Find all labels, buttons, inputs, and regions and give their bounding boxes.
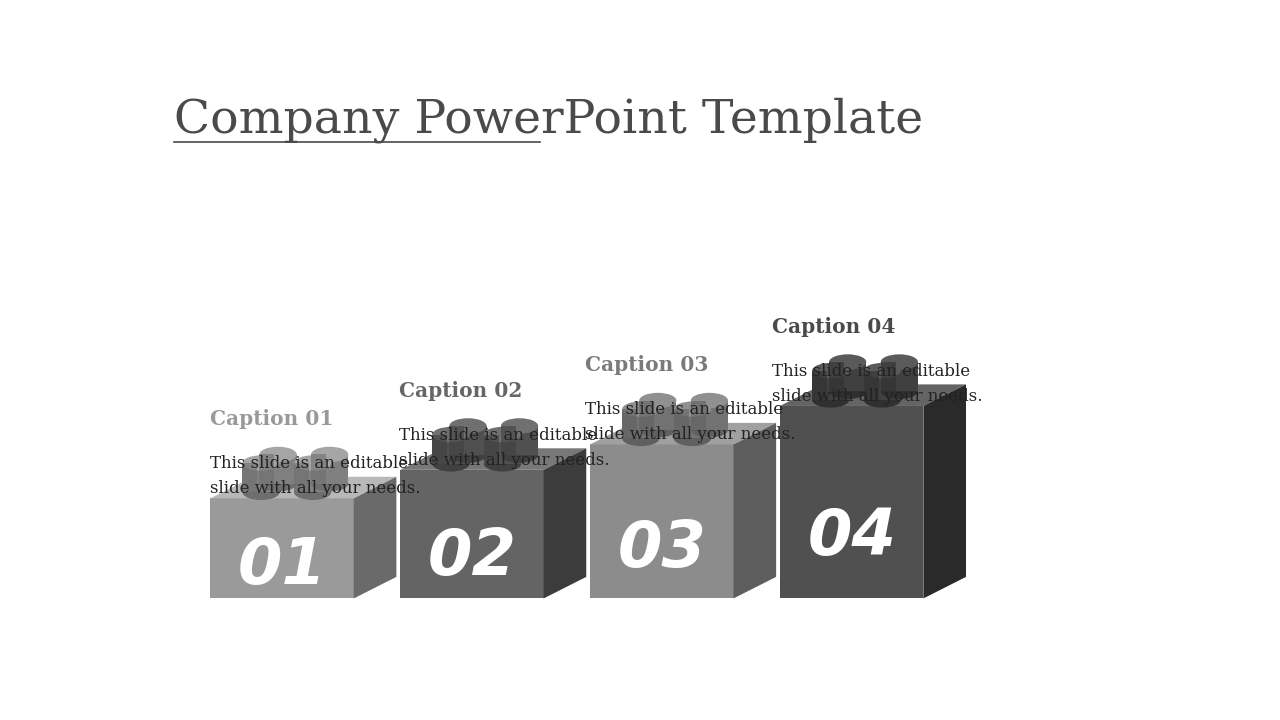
Ellipse shape <box>639 422 676 438</box>
Ellipse shape <box>242 485 279 500</box>
Polygon shape <box>433 435 470 464</box>
Polygon shape <box>260 454 274 484</box>
Polygon shape <box>401 470 544 598</box>
Ellipse shape <box>829 384 867 399</box>
Polygon shape <box>829 362 844 391</box>
Text: Caption 03: Caption 03 <box>585 355 708 375</box>
Text: Caption 01: Caption 01 <box>210 409 334 429</box>
Polygon shape <box>780 384 966 406</box>
Polygon shape <box>500 426 538 455</box>
Polygon shape <box>311 454 348 484</box>
Ellipse shape <box>500 448 538 463</box>
Ellipse shape <box>433 427 470 442</box>
Ellipse shape <box>260 476 297 491</box>
Polygon shape <box>242 463 257 492</box>
Polygon shape <box>401 449 586 470</box>
Polygon shape <box>691 400 705 430</box>
Text: 02: 02 <box>428 526 516 588</box>
Text: This slide is an editable
slide with all your needs.: This slide is an editable slide with all… <box>398 427 609 469</box>
Polygon shape <box>639 400 676 430</box>
Ellipse shape <box>812 392 849 408</box>
Polygon shape <box>500 426 516 455</box>
Polygon shape <box>544 449 586 598</box>
Polygon shape <box>829 362 867 391</box>
Polygon shape <box>353 477 397 598</box>
Polygon shape <box>864 371 878 400</box>
Ellipse shape <box>449 448 486 463</box>
Ellipse shape <box>881 384 918 399</box>
Ellipse shape <box>864 392 901 408</box>
Ellipse shape <box>691 422 728 438</box>
Polygon shape <box>639 400 654 430</box>
Ellipse shape <box>673 431 710 446</box>
Polygon shape <box>210 477 397 498</box>
Ellipse shape <box>433 456 470 472</box>
Text: 04: 04 <box>808 506 896 568</box>
Ellipse shape <box>622 431 659 446</box>
Ellipse shape <box>311 446 348 462</box>
Polygon shape <box>812 371 827 400</box>
Ellipse shape <box>622 402 659 417</box>
Text: Company PowerPoint Template: Company PowerPoint Template <box>174 97 923 143</box>
Text: This slide is an editable
slide with all your needs.: This slide is an editable slide with all… <box>585 401 795 443</box>
Ellipse shape <box>260 446 297 462</box>
Polygon shape <box>622 409 637 438</box>
Polygon shape <box>691 400 728 430</box>
Ellipse shape <box>294 485 332 500</box>
Polygon shape <box>864 371 901 400</box>
Ellipse shape <box>311 476 348 491</box>
Polygon shape <box>673 409 710 438</box>
Polygon shape <box>294 463 308 492</box>
Polygon shape <box>923 384 966 598</box>
Polygon shape <box>590 423 776 444</box>
Polygon shape <box>733 423 776 598</box>
Ellipse shape <box>449 418 486 433</box>
Text: 01: 01 <box>238 536 326 598</box>
Polygon shape <box>449 426 465 455</box>
Ellipse shape <box>484 427 521 442</box>
Polygon shape <box>484 435 499 464</box>
Ellipse shape <box>673 402 710 417</box>
Polygon shape <box>210 498 353 598</box>
Ellipse shape <box>639 393 676 408</box>
Ellipse shape <box>691 393 728 408</box>
Ellipse shape <box>812 363 849 378</box>
Polygon shape <box>242 463 279 492</box>
Ellipse shape <box>242 455 279 471</box>
Text: This slide is an editable
slide with all your needs.: This slide is an editable slide with all… <box>210 455 421 497</box>
Polygon shape <box>449 426 486 455</box>
Ellipse shape <box>294 455 332 471</box>
Polygon shape <box>622 409 659 438</box>
Polygon shape <box>881 362 896 391</box>
Text: This slide is an editable
slide with all your needs.: This slide is an editable slide with all… <box>772 363 983 405</box>
Polygon shape <box>260 454 297 484</box>
Text: Caption 02: Caption 02 <box>398 381 522 400</box>
Polygon shape <box>780 406 923 598</box>
Polygon shape <box>433 435 447 464</box>
Ellipse shape <box>864 363 901 378</box>
Ellipse shape <box>484 456 521 472</box>
Text: 03: 03 <box>617 518 707 580</box>
Polygon shape <box>590 444 733 598</box>
Text: Caption 04: Caption 04 <box>772 317 896 337</box>
Ellipse shape <box>829 354 867 370</box>
Polygon shape <box>311 454 326 484</box>
Polygon shape <box>484 435 521 464</box>
Ellipse shape <box>500 418 538 433</box>
Ellipse shape <box>881 354 918 370</box>
Polygon shape <box>673 409 689 438</box>
Polygon shape <box>881 362 918 391</box>
Polygon shape <box>812 371 849 400</box>
Polygon shape <box>294 463 332 492</box>
